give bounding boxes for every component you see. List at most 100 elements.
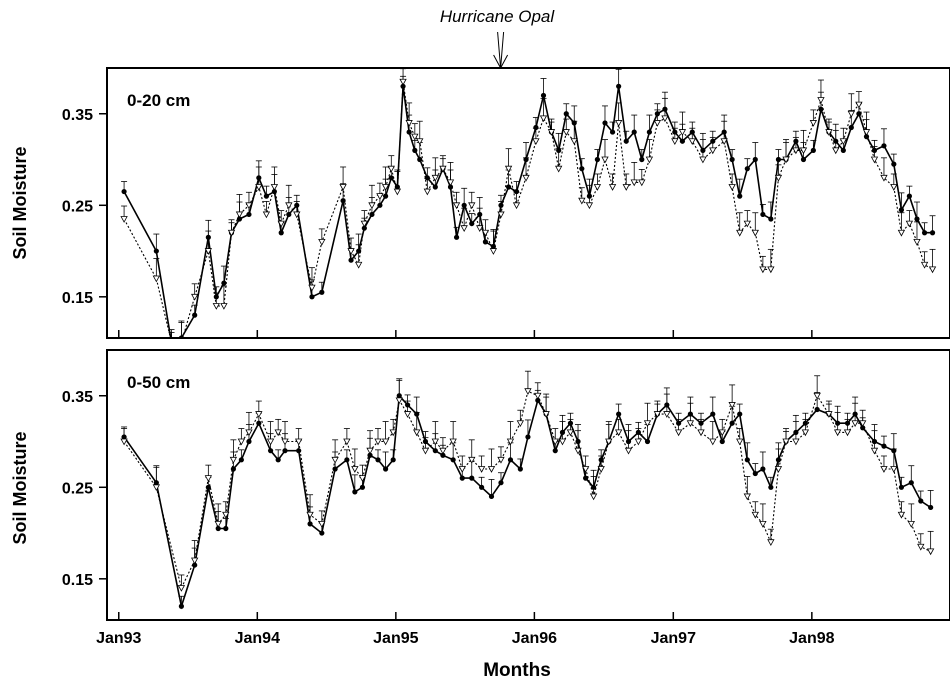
data-point-open	[423, 178, 432, 196]
data-point-filled	[623, 130, 630, 144]
data-point-open	[431, 157, 439, 182]
x-axis-tick-labels: Jan93 Jan94 Jan95 Jan96 Jan97 Jan98	[96, 630, 835, 647]
data-point-filled	[517, 458, 524, 472]
data-point-filled	[478, 476, 485, 490]
data-point-open	[468, 439, 476, 464]
data-point-open	[532, 127, 540, 146]
series-line-solid	[123, 393, 932, 610]
data-point-filled	[238, 449, 245, 463]
data-point-filled	[351, 474, 358, 495]
hurricane-opal-arrow	[493, 31, 509, 69]
data-point-filled	[275, 449, 282, 463]
data-point-open	[825, 118, 833, 136]
data-point-open	[728, 384, 736, 409]
data-point-open	[671, 127, 679, 146]
plot-frame-top	[106, 67, 950, 339]
data-point-filled	[767, 476, 774, 490]
data-point-open	[229, 439, 238, 464]
data-point-open	[270, 166, 279, 191]
data-point-open	[504, 148, 513, 173]
data-point-filled	[507, 442, 514, 463]
data-point-open	[120, 205, 128, 223]
data-point-open	[281, 421, 289, 446]
data-point-open	[699, 139, 707, 164]
data-point-open	[306, 494, 314, 519]
data-point-open	[497, 201, 505, 219]
data-point-open	[262, 201, 271, 219]
data-point-open	[643, 402, 652, 428]
y-tick-label: 0.15	[62, 290, 93, 307]
y-axis-ticks-bottom: 0.15 0.25 0.35	[62, 389, 107, 589]
data-point-open	[880, 455, 888, 473]
data-point-filled	[343, 449, 350, 463]
data-point-open	[551, 428, 559, 446]
data-point-open	[782, 428, 790, 446]
data-point-open	[168, 329, 175, 338]
data-point-open	[608, 173, 617, 191]
data-point-open	[318, 510, 326, 528]
data-point-open	[308, 267, 316, 292]
data-point-open	[516, 409, 525, 428]
data-point-open	[449, 421, 457, 446]
x-tick-label: Jan93	[96, 630, 141, 647]
data-point-open	[285, 184, 293, 210]
data-point-open	[913, 221, 921, 246]
data-point-open	[393, 171, 402, 196]
data-point-open	[395, 379, 403, 405]
data-point-open	[245, 191, 253, 210]
data-point-open	[897, 212, 906, 237]
data-point-open	[767, 248, 775, 274]
data-point-open	[343, 428, 351, 446]
data-point-filled	[153, 233, 160, 254]
data-point-open	[862, 111, 871, 136]
data-point-open	[751, 212, 759, 237]
data-point-open	[813, 375, 821, 400]
y-axis-label-top: Soil Moisture	[10, 146, 30, 259]
data-point-open	[774, 164, 783, 182]
data-point-open	[792, 136, 800, 155]
data-point-open	[759, 503, 767, 528]
data-point-open	[387, 155, 395, 173]
data-point-open	[917, 533, 925, 551]
data-point-filled	[615, 68, 622, 89]
data-point-open	[585, 184, 594, 210]
data-point-open	[825, 400, 833, 418]
x-tick-label: Jan96	[512, 630, 557, 647]
data-point-open	[558, 421, 567, 446]
data-point-filled	[929, 215, 936, 236]
data-point-filled	[424, 167, 431, 181]
x-tick-label: Jan97	[651, 630, 696, 647]
data-point-open	[843, 418, 852, 437]
data-point-open	[389, 418, 397, 437]
data-point-open	[274, 418, 282, 437]
data-point-open	[534, 382, 542, 400]
data-point-filled	[578, 158, 585, 172]
data-point-filled	[540, 78, 547, 99]
data-point-open	[574, 430, 582, 455]
data-point-filled	[453, 226, 460, 240]
data-point-open	[751, 501, 759, 519]
data-point-filled	[375, 449, 382, 463]
data-point-filled	[759, 204, 766, 218]
data-point-filled	[752, 142, 759, 163]
data-point-open	[593, 173, 602, 191]
data-point-open	[413, 411, 421, 437]
data-point-open	[522, 157, 530, 182]
series-line-dotted	[123, 390, 931, 590]
panel-label-0-20cm: 0-20 cm	[127, 91, 190, 110]
panel-0-50cm: 0-50 cm Soil Moisture 0.15 0.25 0.35	[10, 349, 950, 621]
data-point-open	[562, 118, 570, 136]
data-point-filled	[646, 114, 653, 135]
data-point-filled	[601, 105, 608, 126]
data-point-filled	[644, 424, 651, 445]
data-point-filled	[729, 149, 736, 163]
data-point-open	[476, 207, 484, 233]
data-point-open	[601, 139, 609, 164]
data-point-open	[191, 283, 199, 301]
data-point-open	[368, 184, 376, 210]
data-point-open	[589, 476, 598, 501]
data-point-open	[782, 139, 790, 164]
hurricane-opal-annotation: Hurricane Opal	[440, 7, 556, 26]
data-point-open	[277, 210, 285, 228]
data-point-filled	[631, 114, 638, 135]
